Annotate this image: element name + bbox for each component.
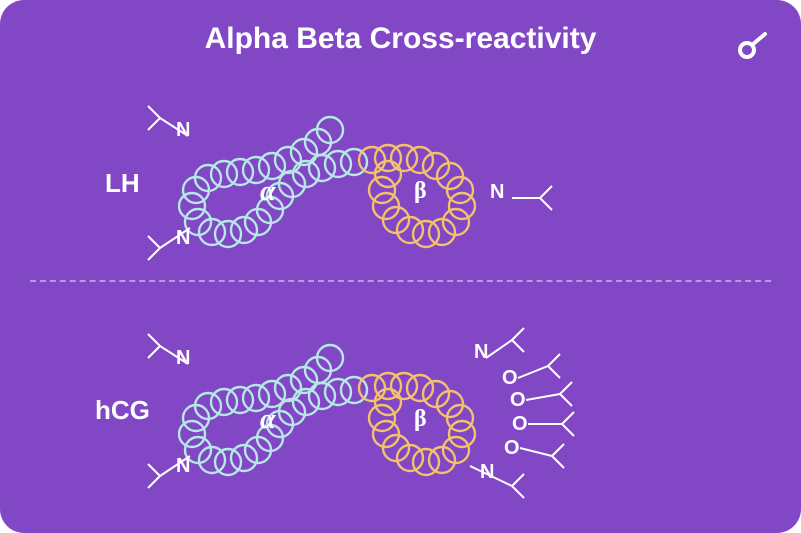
svg-text:O: O bbox=[502, 367, 518, 389]
svg-text:O: O bbox=[504, 437, 520, 459]
svg-text:O: O bbox=[512, 413, 528, 435]
diagram-card: Alpha Beta Cross-reactivity LH hCG αβNNN… bbox=[0, 0, 801, 533]
hcg-diagram: αβNNNNOOOO bbox=[0, 228, 801, 528]
svg-text:O: O bbox=[510, 389, 526, 411]
svg-text:N: N bbox=[474, 341, 488, 363]
svg-text:N: N bbox=[490, 181, 504, 203]
svg-text:α: α bbox=[260, 404, 276, 435]
svg-text:β: β bbox=[414, 406, 427, 432]
svg-text:α: α bbox=[260, 176, 276, 207]
svg-text:β: β bbox=[414, 178, 427, 204]
